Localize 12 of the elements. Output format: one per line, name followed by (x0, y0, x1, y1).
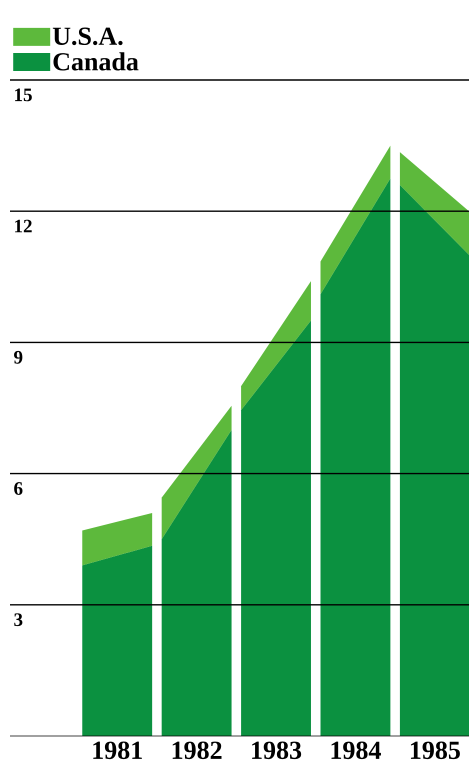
x-tick-label: 1984 (332, 742, 381, 760)
x-tick-label: 1981 (93, 742, 142, 760)
legend-label: U.S.A. (52, 28, 123, 46)
y-tick-label: 9 (14, 350, 22, 364)
x-tick-label: 1982 (172, 742, 222, 760)
y-tick-label: 12 (15, 220, 32, 232)
y-tick-label: 15 (15, 88, 32, 102)
legend-label: Canada (53, 52, 138, 71)
x-tick-label: 1985 (410, 742, 460, 760)
y-tick-label: 6 (14, 482, 22, 495)
x-tick-label: 1983 (252, 742, 302, 760)
y-tick-label: 3 (14, 613, 22, 626)
